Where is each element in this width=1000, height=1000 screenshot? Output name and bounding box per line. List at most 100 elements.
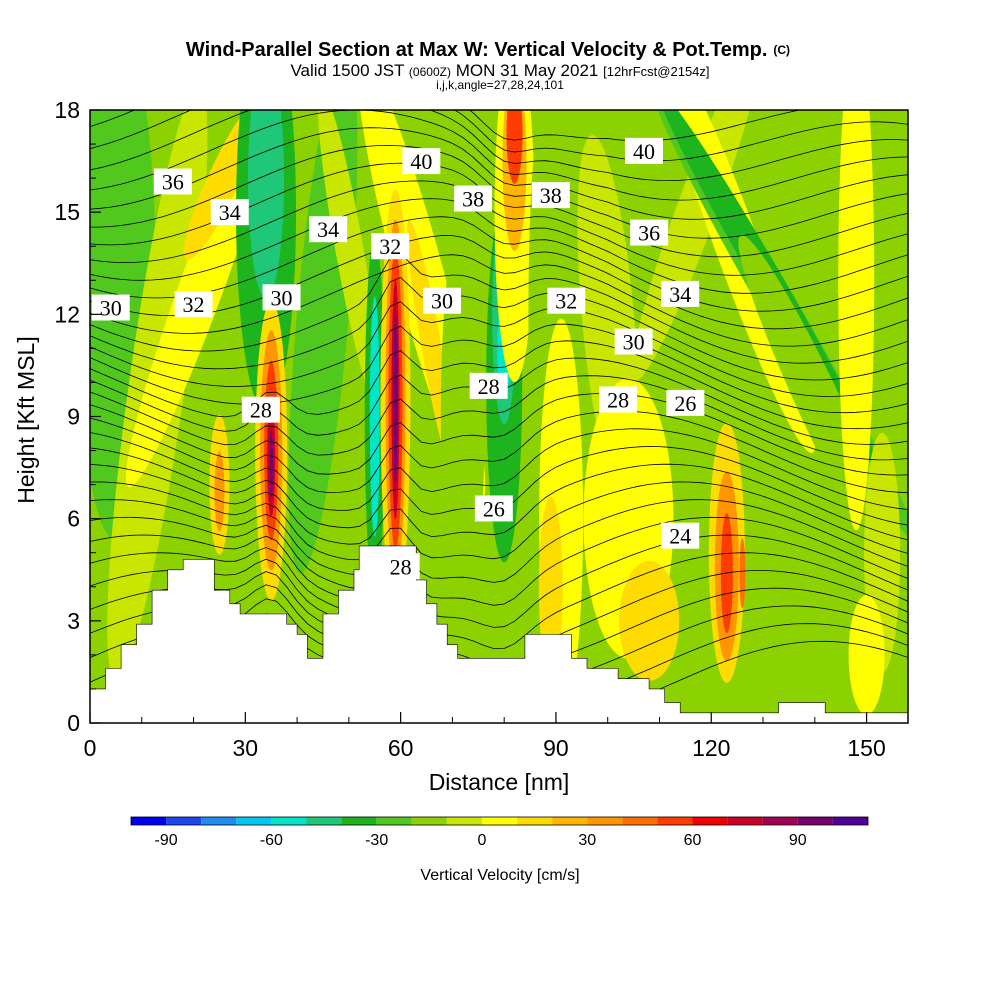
isentrope-contour <box>90 235 908 330</box>
contour-label-text: 34 <box>317 217 339 242</box>
x-tick-label: 30 <box>233 735 259 761</box>
contour-labels: 40 40 38 38 36 36 34 34 34 32 32 32 30 30 30 30 28 28 28 28… <box>91 137 705 580</box>
x-tick-label: 90 <box>543 735 569 761</box>
contour-label: 38 <box>454 185 493 212</box>
updraft-column <box>393 309 398 490</box>
isentrope-contour <box>90 127 908 220</box>
contour-label-text: 30 <box>431 289 453 314</box>
y-axis-label: Height [Kft MSL] <box>13 336 39 503</box>
contour-label: 28 <box>469 372 508 399</box>
velocity-band <box>440 216 485 617</box>
isentrope-contour <box>90 180 908 276</box>
x-tick-label: 120 <box>692 735 730 761</box>
contour-label-text: 30 <box>623 330 645 355</box>
y-tick-label: 6 <box>67 506 80 532</box>
colorbar-swatch <box>341 817 377 825</box>
isentrope-contour <box>90 254 908 347</box>
isentrope-contour <box>90 110 908 162</box>
y-tick-label: 12 <box>54 301 80 327</box>
chart-subtitle: Valid 1500 JST (0600Z) MON 31 May 2021 [… <box>290 61 709 80</box>
colorbar-tick-label: -30 <box>365 832 388 849</box>
contour-label-text: 38 <box>540 183 562 208</box>
contour-label-box <box>381 553 420 580</box>
colorbar-tick-label: -60 <box>260 832 283 849</box>
terrain <box>90 545 908 723</box>
isentrope-contour <box>90 340 908 430</box>
y-tick-label: 15 <box>54 199 80 225</box>
contour-label-box <box>210 199 249 226</box>
isentrope-contour <box>90 301 908 397</box>
contour-label: 28 <box>241 396 280 423</box>
isentrope-contour <box>90 463 908 545</box>
velocity-band <box>538 496 563 677</box>
contour-label: 26 <box>474 495 513 522</box>
colorbar-swatch <box>517 817 553 825</box>
y-tick-label: 3 <box>67 608 80 634</box>
isentrope-contour <box>90 499 908 583</box>
contour-label-text: 36 <box>638 221 660 246</box>
contour-label: 30 <box>262 284 301 311</box>
contour-label: 32 <box>174 291 213 318</box>
contour-label-box <box>661 522 700 549</box>
contour-label-box <box>599 386 638 413</box>
colorbar-tick-label: -90 <box>155 832 178 849</box>
contour-label-text: 32 <box>183 292 205 317</box>
colorbar-swatch <box>832 817 868 825</box>
isentrope-contour <box>90 428 908 511</box>
contour-label: 24 <box>661 522 700 549</box>
colorbar-label: Vertical Velocity [cm/s] <box>420 867 579 884</box>
velocity-band <box>848 594 885 715</box>
isentrope-contour <box>90 110 908 201</box>
colorbar-tick-label: 30 <box>578 832 596 849</box>
colorbar-swatch <box>236 817 272 825</box>
downdraft-column <box>369 296 380 537</box>
contour-label: 38 <box>531 182 570 209</box>
colorbar-swatch <box>692 817 728 825</box>
isentrope-contour <box>90 253 908 364</box>
colorbar-swatch <box>376 817 412 825</box>
colorbar-swatch <box>552 817 588 825</box>
contour-label-box <box>153 168 192 195</box>
velocity-band <box>506 110 523 184</box>
colorbar-swatch <box>762 817 798 825</box>
contour-label-box <box>241 396 280 423</box>
colorbar-tick-label: 60 <box>684 832 702 849</box>
contour-label-text: 40 <box>633 139 655 164</box>
y-tick-label: 9 <box>67 404 80 430</box>
contour-label-box <box>469 372 508 399</box>
colorbar-tick-label: 0 <box>477 832 486 849</box>
velocity-band <box>838 110 875 531</box>
chart-params: i,j,k,angle=27,28,24,101 <box>436 78 564 92</box>
contour-label: 40 <box>624 137 663 164</box>
contour-label: 32 <box>371 233 410 260</box>
contour-label-box <box>262 284 301 311</box>
contour-label-box <box>474 495 513 522</box>
colorbar-swatch <box>201 817 237 825</box>
contour-label: 34 <box>661 280 700 307</box>
contour-label-text: 36 <box>162 170 184 195</box>
contour-label: 30 <box>614 328 653 355</box>
contour-label-box <box>174 291 213 318</box>
x-tick-label: 60 <box>388 735 414 761</box>
isentrope-contour <box>90 375 908 461</box>
isentrope-contour <box>90 534 908 628</box>
contour-label-box <box>531 182 570 209</box>
isentrope-contour <box>90 323 908 414</box>
isentrope-contour <box>90 144 908 239</box>
isentrope-contour <box>90 110 908 142</box>
colorbar-swatch <box>622 817 658 825</box>
colorbar-swatch <box>481 817 518 825</box>
x-tick-label: 150 <box>847 735 885 761</box>
updraft-column <box>739 538 746 609</box>
contour-label-text: 38 <box>462 187 484 212</box>
velocity-band <box>619 560 680 681</box>
colorbar-swatch <box>166 817 202 825</box>
contour-label-text: 40 <box>410 149 432 174</box>
contour-label-box <box>309 216 348 243</box>
contour-label-text: 28 <box>390 554 412 579</box>
colorbar-swatch <box>131 817 167 825</box>
contour-label-box <box>666 389 705 416</box>
colorbar-swatch <box>446 817 482 825</box>
